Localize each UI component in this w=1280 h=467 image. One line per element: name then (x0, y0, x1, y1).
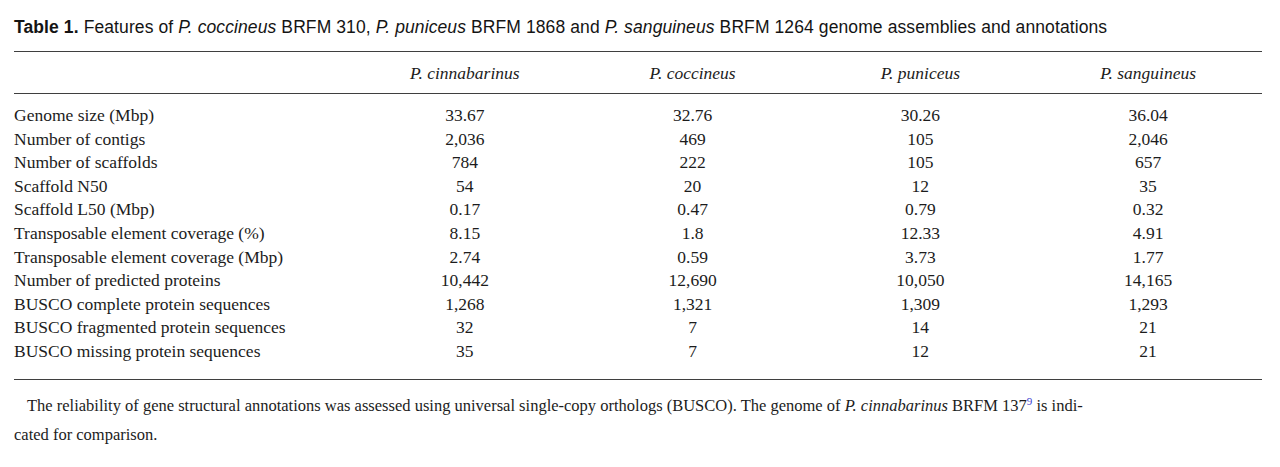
value-cell: 784 (351, 151, 579, 175)
footnote-species-name: P. cinnabarinus (845, 396, 948, 415)
value-cell: 20 (579, 175, 807, 199)
table-header-row: P. cinnabarinusP. coccineusP. puniceusP.… (14, 52, 1262, 94)
row-label: BUSCO missing protein sequences (14, 340, 351, 379)
table-row: BUSCO fragmented protein sequences327142… (14, 316, 1262, 340)
row-label: Transposable element coverage (%) (14, 222, 351, 246)
table-row: BUSCO complete protein sequences1,2681,3… (14, 293, 1262, 317)
row-label: Scaffold L50 (Mbp) (14, 198, 351, 222)
value-cell: 4.91 (1034, 222, 1262, 246)
caption-text: Features of (79, 17, 179, 37)
value-cell: 222 (579, 151, 807, 175)
column-header-species: P. sanguineus (1034, 52, 1262, 94)
caption-species-name: P. coccineus (178, 17, 276, 37)
table-row: Genome size (Mbp)33.6732.7630.2636.04 (14, 94, 1262, 128)
table-row: Scaffold N5054201235 (14, 175, 1262, 199)
table-caption: Table 1. Features of P. coccineus BRFM 3… (14, 16, 1262, 38)
row-label: Number of scaffolds (14, 151, 351, 175)
value-cell: 1.77 (1034, 246, 1262, 270)
caption-text: BRFM 310, (276, 17, 375, 37)
value-cell: 1,268 (351, 293, 579, 317)
paper-table-page: Table 1. Features of P. coccineus BRFM 3… (0, 0, 1280, 467)
value-cell: 35 (1034, 175, 1262, 199)
caption-text: BRFM 1868 and (466, 17, 605, 37)
table-row: Transposable element coverage (Mbp)2.740… (14, 246, 1262, 270)
value-cell: 32 (351, 316, 579, 340)
value-cell: 21 (1034, 316, 1262, 340)
value-cell: 469 (579, 128, 807, 152)
footnote-text: The reliability of gene structural annot… (27, 396, 845, 415)
row-label: BUSCO complete protein sequences (14, 293, 351, 317)
table-row: Transposable element coverage (%)8.151.8… (14, 222, 1262, 246)
footnote-text: BRFM 137 (948, 396, 1027, 415)
value-cell: 105 (806, 151, 1034, 175)
value-cell: 2,046 (1034, 128, 1262, 152)
value-cell: 14 (806, 316, 1034, 340)
value-cell: 0.79 (806, 198, 1034, 222)
value-cell: 54 (351, 175, 579, 199)
row-label: Transposable element coverage (Mbp) (14, 246, 351, 270)
value-cell: 1,321 (579, 293, 807, 317)
value-cell: 7 (579, 316, 807, 340)
value-cell: 12 (806, 175, 1034, 199)
value-cell: 12.33 (806, 222, 1034, 246)
footnote-line-1: The reliability of gene structural annot… (14, 391, 1262, 420)
value-cell: 12,690 (579, 269, 807, 293)
table-row: Scaffold L50 (Mbp)0.170.470.790.32 (14, 198, 1262, 222)
empty-corner-cell (14, 52, 351, 94)
table-row: Number of predicted proteins10,44212,690… (14, 269, 1262, 293)
table-row: Number of contigs2,0364691052,046 (14, 128, 1262, 152)
genome-features-table: P. cinnabarinusP. coccineusP. puniceusP.… (14, 51, 1262, 380)
value-cell: 1,293 (1034, 293, 1262, 317)
value-cell: 3.73 (806, 246, 1034, 270)
value-cell: 1,309 (806, 293, 1034, 317)
value-cell: 10,442 (351, 269, 579, 293)
value-cell: 0.47 (579, 198, 807, 222)
table-row: BUSCO missing protein sequences3571221 (14, 340, 1262, 379)
value-cell: 35 (351, 340, 579, 379)
value-cell: 105 (806, 128, 1034, 152)
row-label: Number of predicted proteins (14, 269, 351, 293)
table-footnote: The reliability of gene structural annot… (14, 391, 1262, 449)
footnote-text: is indi- (1032, 396, 1082, 415)
value-cell: 0.17 (351, 198, 579, 222)
caption-species-name: P. sanguineus (605, 17, 715, 37)
caption-text: BRFM 1264 genome assemblies and annotati… (715, 17, 1108, 37)
value-cell: 30.26 (806, 94, 1034, 128)
value-cell: 2,036 (351, 128, 579, 152)
footnote-line-2: cated for comparison. (14, 420, 1262, 449)
column-header-species: P. cinnabarinus (351, 52, 579, 94)
value-cell: 0.32 (1034, 198, 1262, 222)
row-label: Scaffold N50 (14, 175, 351, 199)
value-cell: 32.76 (579, 94, 807, 128)
value-cell: 7 (579, 340, 807, 379)
value-cell: 1.8 (579, 222, 807, 246)
caption-species-name: P. puniceus (376, 17, 466, 37)
value-cell: 14,165 (1034, 269, 1262, 293)
value-cell: 12 (806, 340, 1034, 379)
value-cell: 657 (1034, 151, 1262, 175)
value-cell: 21 (1034, 340, 1262, 379)
row-label: BUSCO fragmented protein sequences (14, 316, 351, 340)
row-label: Number of contigs (14, 128, 351, 152)
caption-text: Table 1. (14, 17, 79, 37)
value-cell: 8.15 (351, 222, 579, 246)
value-cell: 33.67 (351, 94, 579, 128)
value-cell: 10,050 (806, 269, 1034, 293)
table-row: Number of scaffolds784222105657 (14, 151, 1262, 175)
column-header-species: P. coccineus (579, 52, 807, 94)
column-header-species: P. puniceus (806, 52, 1034, 94)
value-cell: 0.59 (579, 246, 807, 270)
value-cell: 36.04 (1034, 94, 1262, 128)
value-cell: 2.74 (351, 246, 579, 270)
row-label: Genome size (Mbp) (14, 94, 351, 128)
